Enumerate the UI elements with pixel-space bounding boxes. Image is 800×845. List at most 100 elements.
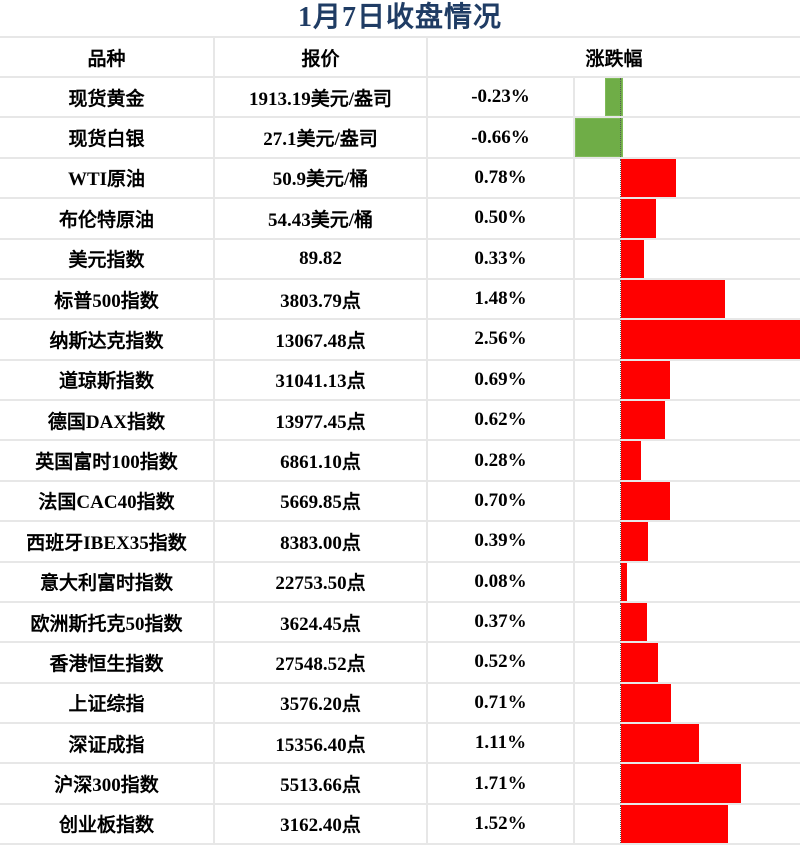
zero-axis-line bbox=[620, 158, 621, 198]
quote-cell: 3576.20点 bbox=[215, 683, 428, 722]
change-cell: 1.52% bbox=[428, 804, 575, 844]
zero-axis-line bbox=[620, 279, 621, 319]
quote-cell: 54.43美元/桶 bbox=[215, 199, 428, 238]
bar-cell bbox=[575, 441, 800, 480]
change-bar bbox=[605, 78, 623, 117]
change-bar bbox=[621, 360, 670, 399]
variety-cell: 现货白银 bbox=[0, 118, 215, 157]
zero-axis-line bbox=[620, 683, 621, 722]
zero-axis-line bbox=[620, 764, 621, 803]
variety-cell: 深证成指 bbox=[0, 724, 215, 763]
variety-cell: 标普500指数 bbox=[0, 279, 215, 319]
variety-cell: 德国DAX指数 bbox=[0, 401, 215, 440]
change-bar bbox=[621, 562, 627, 601]
quote-cell: 5669.85点 bbox=[215, 481, 428, 521]
bar-cell bbox=[575, 239, 800, 278]
zero-axis-line bbox=[620, 239, 621, 278]
table-row: 英国富时100指数 6861.10点 0.28% bbox=[0, 441, 800, 482]
table-row: 美元指数 89.82 0.33% bbox=[0, 239, 800, 280]
table-row: 布伦特原油 54.43美元/桶 0.50% bbox=[0, 199, 800, 240]
zero-axis-line bbox=[620, 320, 621, 359]
variety-cell: 沪深300指数 bbox=[0, 764, 215, 803]
change-cell: 0.33% bbox=[428, 239, 575, 278]
bar-cell bbox=[575, 320, 800, 359]
variety-cell: 现货黄金 bbox=[0, 78, 215, 117]
change-bar bbox=[621, 764, 741, 803]
change-bar bbox=[621, 522, 648, 561]
variety-cell: 欧洲斯托克50指数 bbox=[0, 602, 215, 642]
change-bar bbox=[621, 683, 671, 722]
bar-cell bbox=[575, 360, 800, 399]
variety-cell: 美元指数 bbox=[0, 239, 215, 278]
zero-axis-line bbox=[620, 724, 621, 763]
change-cell: 0.52% bbox=[428, 643, 575, 682]
zero-axis-line bbox=[620, 643, 621, 682]
zero-axis-line bbox=[620, 199, 621, 238]
variety-cell: 布伦特原油 bbox=[0, 199, 215, 238]
quote-cell: 15356.40点 bbox=[215, 724, 428, 763]
variety-cell: 上证综指 bbox=[0, 683, 215, 722]
bar-cell bbox=[575, 401, 800, 440]
column-header-variety: 品种 bbox=[0, 38, 215, 76]
variety-cell: 西班牙IBEX35指数 bbox=[0, 522, 215, 561]
change-bar bbox=[621, 320, 800, 359]
table-row: 现货白银 27.1美元/盎司 -0.66% bbox=[0, 118, 800, 159]
zero-axis-line bbox=[620, 481, 621, 521]
change-bar bbox=[621, 602, 647, 642]
variety-cell: 英国富时100指数 bbox=[0, 441, 215, 480]
column-header-quote: 报价 bbox=[215, 38, 428, 76]
change-bar bbox=[621, 441, 641, 480]
quote-cell: 1913.19美元/盎司 bbox=[215, 78, 428, 117]
table-row: 深证成指 15356.40点 1.11% bbox=[0, 724, 800, 765]
change-bar bbox=[621, 724, 699, 763]
table-row: 标普500指数 3803.79点 1.48% bbox=[0, 279, 800, 321]
change-cell: 1.71% bbox=[428, 764, 575, 803]
quote-cell: 5513.66点 bbox=[215, 764, 428, 803]
table-header: 品种 报价 涨跌幅 bbox=[0, 38, 800, 78]
quote-cell: 13067.48点 bbox=[215, 320, 428, 359]
change-cell: 1.11% bbox=[428, 724, 575, 763]
change-cell: 1.48% bbox=[428, 279, 575, 319]
change-bar bbox=[621, 239, 644, 278]
table-row: WTI原油 50.9美元/桶 0.78% bbox=[0, 158, 800, 200]
quote-cell: 50.9美元/桶 bbox=[215, 158, 428, 198]
bar-cell bbox=[575, 78, 800, 117]
bar-cell bbox=[575, 683, 800, 722]
change-cell: 0.71% bbox=[428, 683, 575, 722]
change-bar bbox=[621, 158, 676, 198]
zero-axis-line bbox=[620, 78, 621, 117]
table-row: 德国DAX指数 13977.45点 0.62% bbox=[0, 401, 800, 442]
quote-cell: 3624.45点 bbox=[215, 602, 428, 642]
change-cell: 0.62% bbox=[428, 401, 575, 440]
change-cell: 0.08% bbox=[428, 562, 575, 601]
zero-axis-line bbox=[620, 562, 621, 601]
column-header-change: 涨跌幅 bbox=[585, 48, 643, 70]
variety-cell: 创业板指数 bbox=[0, 804, 215, 844]
change-cell: 0.28% bbox=[428, 441, 575, 480]
quote-cell: 3162.40点 bbox=[215, 804, 428, 844]
table-row: 法国CAC40指数 5669.85点 0.70% bbox=[0, 481, 800, 523]
quote-cell: 31041.13点 bbox=[215, 360, 428, 399]
bar-cell bbox=[575, 643, 800, 682]
table-body: 现货黄金 1913.19美元/盎司 -0.23% 现货白银 27.1美元/盎司 -0.66… bbox=[0, 78, 800, 845]
variety-cell: 意大利富时指数 bbox=[0, 562, 215, 601]
zero-axis-line bbox=[620, 804, 621, 844]
table-row: 意大利富时指数 22753.50点 0.08% bbox=[0, 562, 800, 603]
bar-cell bbox=[575, 764, 800, 803]
table-row: 香港恒生指数 27548.52点 0.52% bbox=[0, 643, 800, 684]
change-cell: 0.70% bbox=[428, 481, 575, 521]
quote-cell: 6861.10点 bbox=[215, 441, 428, 480]
zero-axis-line bbox=[620, 360, 621, 399]
quote-cell: 13977.45点 bbox=[215, 401, 428, 440]
change-bar bbox=[575, 118, 623, 157]
bar-cell bbox=[575, 279, 800, 319]
bar-cell bbox=[575, 481, 800, 521]
zero-axis-line bbox=[620, 602, 621, 642]
quote-cell: 8383.00点 bbox=[215, 522, 428, 561]
table-row: 道琼斯指数 31041.13点 0.69% bbox=[0, 360, 800, 401]
table-row: 欧洲斯托克50指数 3624.45点 0.37% bbox=[0, 602, 800, 644]
change-cell: 0.37% bbox=[428, 602, 575, 642]
change-bar bbox=[621, 804, 728, 844]
quote-cell: 3803.79点 bbox=[215, 279, 428, 319]
